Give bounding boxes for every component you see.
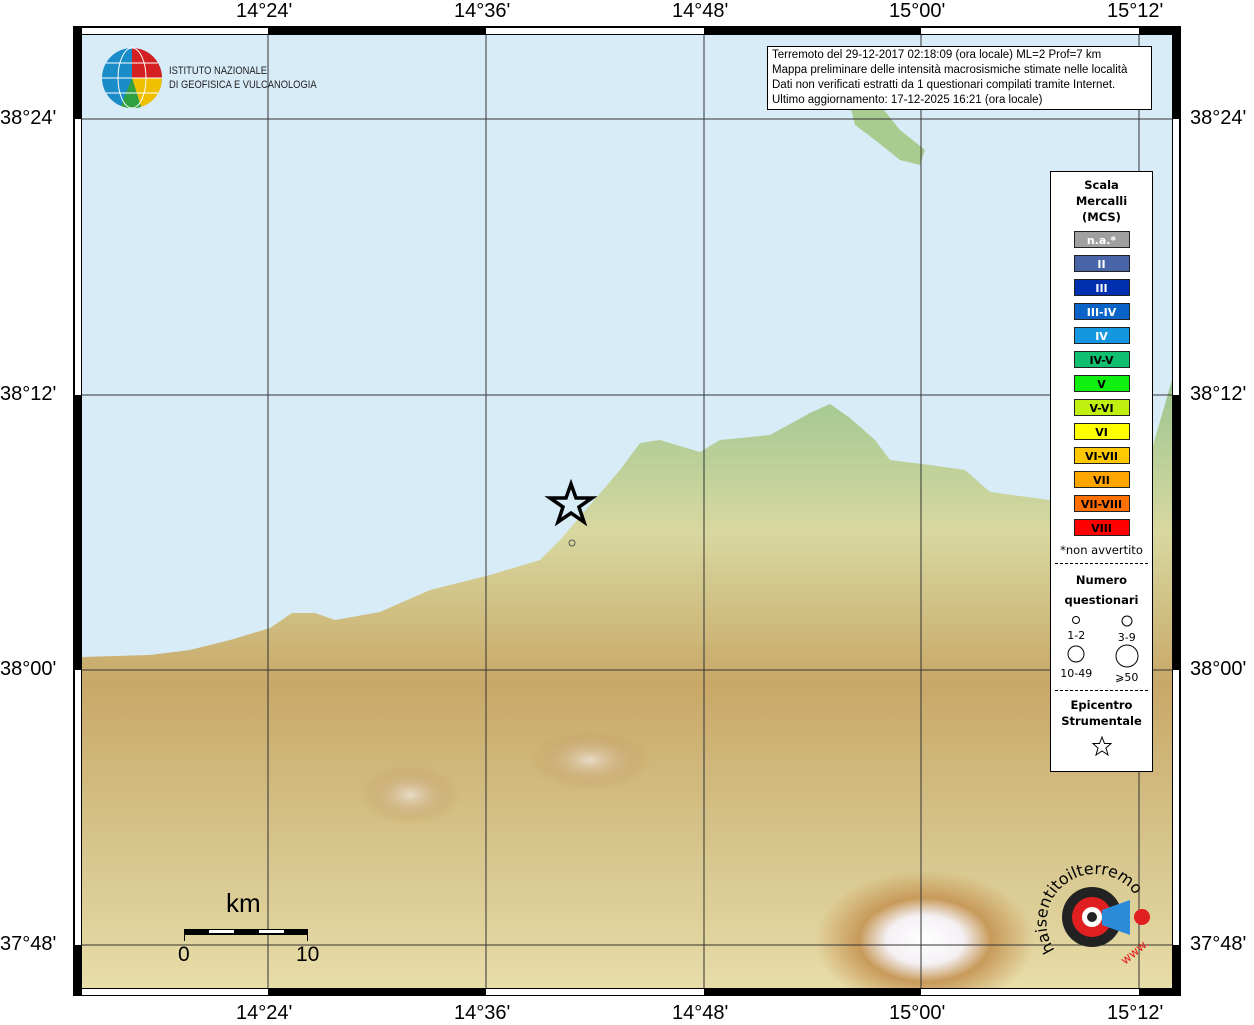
lon-tick-bottom: 15°12' [1107,1002,1164,1024]
lon-tick-top: 15°00' [889,0,946,22]
lat-tick-right: 38°00' [1190,658,1247,680]
haisentito-logo[interactable]: haisentitoilterremoto.it www. [1030,855,1155,980]
intensity-swatch: III-IV [1073,303,1130,320]
globe-icon [102,47,163,109]
count-label: 1-2 [1067,629,1086,642]
intensity-swatch: n.a.* [1073,231,1130,248]
scale-max: 10 [296,943,320,966]
info-line: Terremoto del 29-12-2017 02:18:09 (ora l… [772,49,1102,61]
circle-small-icon [1121,615,1133,627]
count-label: 3-9 [1117,631,1136,644]
circle-small-icon [1072,616,1081,624]
intensity-swatch: V-VI [1073,399,1130,416]
star-icon [1091,735,1112,757]
intensity-swatch: VI-VII [1073,447,1130,464]
circle-large-icon [1115,644,1139,668]
lon-tick-top: 14°24' [236,0,293,22]
lat-tick-left: 38°24' [0,107,57,129]
epicenter-title: Epicentro [1070,698,1133,712]
lon-tick-top: 15°12' [1107,0,1164,22]
lon-tick-bottom: 14°24' [236,1002,293,1024]
legend-title: Mercalli [1075,194,1128,208]
lat-tick-right: 38°24' [1190,107,1247,129]
scale-min: 0 [178,943,190,966]
graticule [82,35,1172,988]
lat-tick-left: 37°48' [0,933,57,955]
intensity-swatch: V [1073,375,1130,392]
lon-tick-bottom: 14°48' [672,1002,729,1024]
sicily-land [82,380,1172,988]
lon-tick-top: 14°36' [454,0,511,22]
logo-www: www. [1118,936,1152,967]
info-line: Ultimo aggiornamento: 17-12-2025 16:21 (… [772,94,1043,106]
info-line: Mappa preliminare delle intensità macros… [772,64,1128,76]
intensity-swatch: III [1073,279,1130,296]
map[interactable] [82,35,1172,988]
ingv-name-1: ISTITUTO NAZIONALE [169,65,268,77]
lat-tick-left: 38°00' [0,658,57,680]
lon-tick-top: 14°48' [672,0,729,22]
info-line: Dati non verificati estratti da 1 questi… [772,79,1116,91]
intensity-swatch: II [1073,255,1130,272]
event-info-box: Terremoto del 29-12-2017 02:18:09 (ora l… [767,46,1152,110]
intensity-swatch: IV-V [1073,351,1130,368]
legend-title: (MCS) [1082,210,1121,224]
ingv-name-2: DI GEOFISICA E VULCANOLOGIA [169,79,317,91]
epicenter-title: Strumentale [1061,714,1142,728]
lipari-island [850,105,925,165]
intensity-swatch: VII [1073,471,1130,488]
lon-tick-bottom: 15°00' [889,1002,946,1024]
etna-volcano [815,870,1035,988]
count-title: questionari [1064,593,1139,607]
ingv-logo: ISTITUTO NAZIONALE DI GEOFISICA E VULCAN… [101,47,343,109]
lat-tick-left: 38°12' [0,383,57,405]
scale-unit: km [226,888,261,918]
count-label: 10-49 [1060,667,1093,680]
intensity-swatch: VI [1073,423,1130,440]
intensity-swatch: IV [1073,327,1130,344]
scale-bar [184,929,308,935]
lat-tick-right: 38°12' [1190,383,1247,405]
legend-title: Scala [1084,178,1119,192]
lat-tick-right: 37°48' [1190,933,1247,955]
count-title: Numero [1075,573,1128,587]
circle-medium-icon [1067,645,1085,663]
intensity-swatch: VII-VIII [1073,495,1130,512]
epicenter-star-icon[interactable] [544,478,598,527]
intensity-swatch: VIII [1073,519,1130,536]
lon-tick-bottom: 14°36' [454,1002,511,1024]
legend-note: *non avvertito [1060,543,1143,557]
count-label: ⩾50 [1115,671,1139,684]
legend: Scala Mercalli (MCS) n.a.* II III III-IV IV I… [1050,171,1153,772]
